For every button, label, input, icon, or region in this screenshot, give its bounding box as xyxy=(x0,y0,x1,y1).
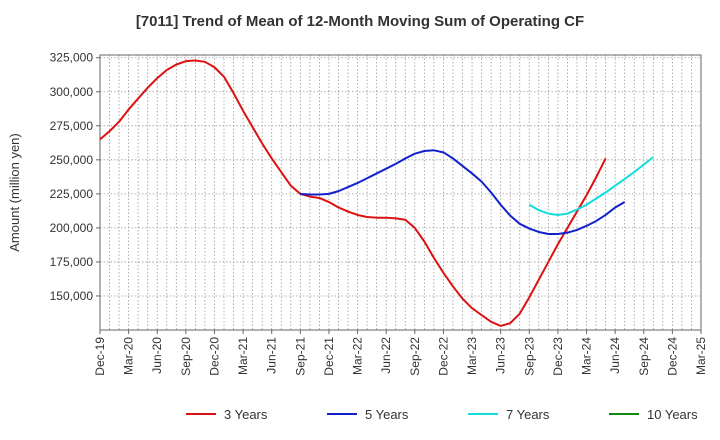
x-tick-label: Mar-22 xyxy=(351,337,365,375)
chart-title: [7011] Trend of Mean of 12-Month Moving … xyxy=(135,13,585,30)
y-tick-label: 150,000 xyxy=(50,289,94,303)
series-line-5-years xyxy=(300,149,626,236)
x-tick-label: Dec-23 xyxy=(551,337,565,376)
legend-label-3-years: 3 Years xyxy=(224,407,268,422)
x-tick-label: Mar-20 xyxy=(122,337,136,375)
x-tick-label: Dec-24 xyxy=(665,337,679,376)
x-tick-label: Jun-22 xyxy=(379,337,393,374)
x-tick-label: Sep-24 xyxy=(637,337,651,376)
x-tick-label: Jun-24 xyxy=(608,337,622,374)
series-line-3-years xyxy=(99,59,607,327)
x-tick-label: Jun-21 xyxy=(265,337,279,374)
x-tick-label: Jun-23 xyxy=(494,337,508,374)
y-axis-title: Amount (million yen) xyxy=(7,133,22,252)
x-tick-label: Dec-20 xyxy=(207,337,221,376)
y-tick-label: 175,000 xyxy=(50,255,94,269)
x-tick-label: Sep-22 xyxy=(408,337,422,376)
y-tick-label: 300,000 xyxy=(50,85,94,99)
y-tick-label: 225,000 xyxy=(50,187,94,201)
x-tick-label: Mar-23 xyxy=(465,337,479,375)
legend-label-10-years: 10 Years xyxy=(647,407,698,422)
y-tick-label: 250,000 xyxy=(50,153,94,167)
y-tick-label: 200,000 xyxy=(50,221,94,235)
x-tick-label: Mar-21 xyxy=(236,337,250,375)
x-tick-label: Dec-21 xyxy=(322,337,336,376)
plot-frame xyxy=(99,54,702,331)
x-tick-label: Mar-25 xyxy=(694,337,708,375)
legend-label-7-years: 7 Years xyxy=(506,407,550,422)
x-tick-label: Sep-23 xyxy=(522,337,536,376)
x-tick-label: Jun-20 xyxy=(150,337,164,374)
y-tick-label: 325,000 xyxy=(50,51,94,65)
x-tick-label: Sep-20 xyxy=(179,337,193,376)
series-line-7-years xyxy=(528,156,654,216)
x-tick-label: Mar-24 xyxy=(580,337,594,375)
y-tick-label: 275,000 xyxy=(50,119,94,133)
x-tick-label: Dec-19 xyxy=(93,337,107,376)
legend-label-5-years: 5 Years xyxy=(365,407,409,422)
x-tick-label: Dec-22 xyxy=(436,337,450,376)
x-tick-label: Sep-21 xyxy=(293,337,307,376)
